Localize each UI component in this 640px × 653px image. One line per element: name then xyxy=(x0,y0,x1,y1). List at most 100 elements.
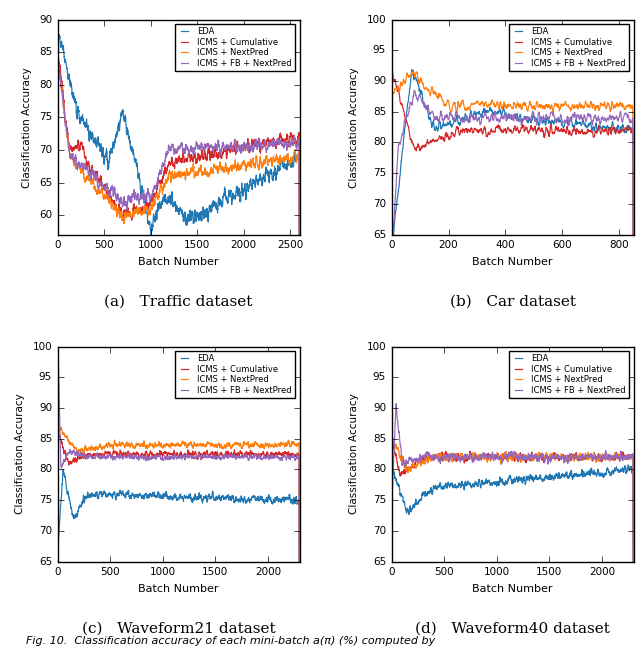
ICMS + FB + NextPred xyxy=(67,153,75,161)
ICMS + NextPred xyxy=(296,338,303,346)
ICMS + NextPred xyxy=(415,75,422,83)
ICMS + Cumulative xyxy=(88,452,95,460)
Y-axis label: Classification Accuracy: Classification Accuracy xyxy=(349,394,360,515)
ICMS + Cumulative xyxy=(296,326,303,334)
EDA xyxy=(60,466,67,473)
ICMS + NextPred xyxy=(296,646,303,653)
ICMS + Cumulative xyxy=(239,453,247,460)
Y-axis label: Classification Accuracy: Classification Accuracy xyxy=(22,67,32,187)
ICMS + NextPred xyxy=(54,422,62,430)
ICMS + FB + NextPred xyxy=(422,450,429,458)
EDA xyxy=(88,492,95,500)
ICMS + NextPred xyxy=(108,203,115,211)
ICMS + Cumulative xyxy=(388,348,396,356)
EDA xyxy=(578,119,586,127)
Line: ICMS + Cumulative: ICMS + Cumulative xyxy=(392,71,634,352)
ICMS + FB + NextPred xyxy=(630,287,637,295)
ICMS + FB + NextPred xyxy=(256,452,264,460)
X-axis label: Batch Number: Batch Number xyxy=(138,257,219,267)
ICMS + FB + NextPred xyxy=(296,330,303,338)
Line: ICMS + Cumulative: ICMS + Cumulative xyxy=(58,57,300,332)
ICMS + Cumulative xyxy=(628,129,636,136)
Y-axis label: Classification Accuracy: Classification Accuracy xyxy=(15,394,26,515)
ICMS + NextPred xyxy=(590,451,598,458)
ICMS + FB + NextPred xyxy=(392,400,400,407)
ICMS + FB + NextPred xyxy=(590,454,598,462)
ICMS + Cumulative xyxy=(54,328,61,336)
EDA xyxy=(628,127,636,135)
ICMS + FB + NextPred xyxy=(573,453,581,461)
ICMS + FB + NextPred xyxy=(470,456,478,464)
ICMS + NextPred xyxy=(54,334,61,342)
ICMS + Cumulative xyxy=(242,144,250,151)
EDA xyxy=(624,461,632,469)
X-axis label: Batch Number: Batch Number xyxy=(472,584,553,594)
Line: ICMS + FB + NextPred: ICMS + FB + NextPred xyxy=(392,90,634,433)
X-axis label: Batch Number: Batch Number xyxy=(138,584,219,594)
ICMS + Cumulative xyxy=(532,128,540,136)
Line: ICMS + NextPred: ICMS + NextPred xyxy=(392,438,634,653)
ICMS + FB + NextPred xyxy=(184,453,191,461)
ICMS + Cumulative xyxy=(54,426,62,434)
ICMS + Cumulative xyxy=(523,456,531,464)
EDA xyxy=(136,490,144,498)
Line: ICMS + NextPred: ICMS + NextPred xyxy=(58,426,300,653)
ICMS + NextPred xyxy=(519,101,527,108)
ICMS + NextPred xyxy=(518,456,525,464)
ICMS + Cumulative xyxy=(108,194,115,202)
ICMS + Cumulative xyxy=(87,170,95,178)
ICMS + NextPred xyxy=(388,434,396,442)
ICMS + Cumulative xyxy=(518,454,525,462)
Y-axis label: Classification Accuracy: Classification Accuracy xyxy=(349,67,360,187)
X-axis label: Batch Number: Batch Number xyxy=(472,257,553,267)
EDA xyxy=(388,433,396,441)
ICMS + NextPred xyxy=(256,444,264,452)
Line: ICMS + NextPred: ICMS + NextPred xyxy=(392,70,634,362)
ICMS + Cumulative xyxy=(184,451,191,458)
EDA xyxy=(518,475,525,483)
ICMS + Cumulative xyxy=(54,54,62,61)
EDA xyxy=(213,202,221,210)
EDA xyxy=(523,474,531,482)
EDA xyxy=(540,118,547,125)
ICMS + FB + NextPred xyxy=(523,452,531,460)
ICMS + NextPred xyxy=(470,452,478,460)
EDA xyxy=(239,498,247,505)
ICMS + FB + NextPred xyxy=(54,328,61,336)
ICMS + NextPred xyxy=(630,278,637,285)
ICMS + FB + NextPred xyxy=(87,174,95,182)
ICMS + FB + NextPred xyxy=(578,114,586,121)
ICMS + NextPred xyxy=(54,64,62,72)
ICMS + FB + NextPred xyxy=(213,146,221,153)
ICMS + Cumulative xyxy=(67,143,75,151)
ICMS + FB + NextPred xyxy=(519,117,527,125)
ICMS + Cumulative xyxy=(388,436,396,444)
Text: (d)   Waveform40 dataset: (d) Waveform40 dataset xyxy=(415,622,610,636)
ICMS + Cumulative xyxy=(213,151,221,159)
EDA xyxy=(108,146,115,153)
ICMS + Cumulative xyxy=(189,447,196,455)
ICMS + FB + NextPred xyxy=(189,453,196,461)
Line: EDA: EDA xyxy=(392,465,634,653)
ICMS + NextPred xyxy=(136,442,144,450)
Line: EDA: EDA xyxy=(58,470,300,653)
ICMS + Cumulative xyxy=(422,455,429,463)
EDA xyxy=(408,66,415,74)
EDA xyxy=(56,31,63,39)
Text: (c)   Waveform21 dataset: (c) Waveform21 dataset xyxy=(82,622,275,636)
ICMS + NextPred xyxy=(88,443,95,451)
Text: Fig. 10.  Classification accuracy of each mini-batch a(π) (%) computed by: Fig. 10. Classification accuracy of each… xyxy=(26,637,435,646)
EDA xyxy=(415,81,422,89)
ICMS + Cumulative xyxy=(247,144,255,152)
EDA xyxy=(421,488,429,496)
EDA xyxy=(247,178,255,185)
ICMS + FB + NextPred xyxy=(388,429,396,437)
ICMS + NextPred xyxy=(213,162,221,170)
ICMS + NextPred xyxy=(67,151,75,159)
ICMS + Cumulative xyxy=(573,454,581,462)
ICMS + NextPred xyxy=(87,178,95,186)
EDA xyxy=(590,468,598,476)
EDA xyxy=(189,495,196,503)
Line: ICMS + FB + NextPred: ICMS + FB + NextPred xyxy=(58,61,300,334)
Legend: EDA, ICMS + Cumulative, ICMS + NextPred, ICMS + FB + NextPred: EDA, ICMS + Cumulative, ICMS + NextPred,… xyxy=(175,351,296,398)
